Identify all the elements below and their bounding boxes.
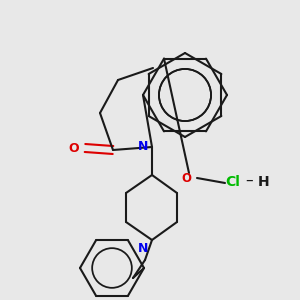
Text: N: N bbox=[138, 242, 148, 255]
Text: H: H bbox=[258, 175, 270, 189]
Text: O: O bbox=[181, 172, 191, 184]
Text: N: N bbox=[138, 140, 148, 154]
Text: –: – bbox=[245, 172, 253, 188]
Text: Cl: Cl bbox=[225, 175, 240, 189]
Text: O: O bbox=[68, 142, 79, 154]
